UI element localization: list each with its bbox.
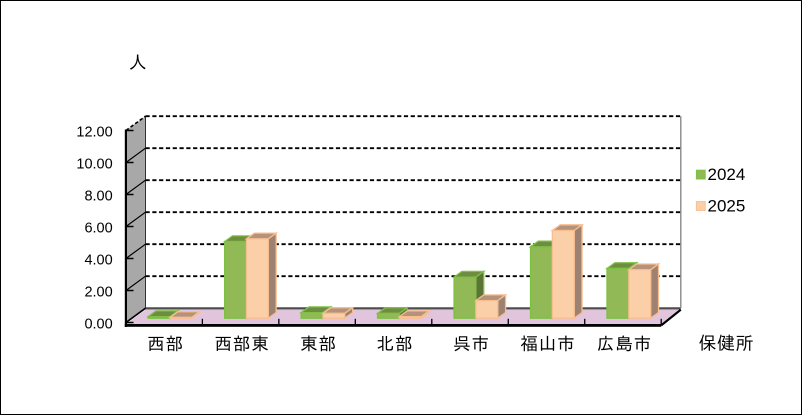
svg-text:10.00: 10.00	[76, 157, 112, 173]
svg-text:2.00: 2.00	[84, 285, 112, 301]
svg-text:12.00: 12.00	[76, 125, 112, 141]
svg-text:4.00: 4.00	[84, 253, 112, 269]
svg-text:8.00: 8.00	[84, 189, 112, 205]
svg-text:2025: 2025	[708, 197, 746, 216]
svg-text:6.00: 6.00	[84, 221, 112, 237]
svg-text:2024: 2024	[708, 165, 746, 184]
svg-text:0.00: 0.00	[84, 317, 112, 333]
